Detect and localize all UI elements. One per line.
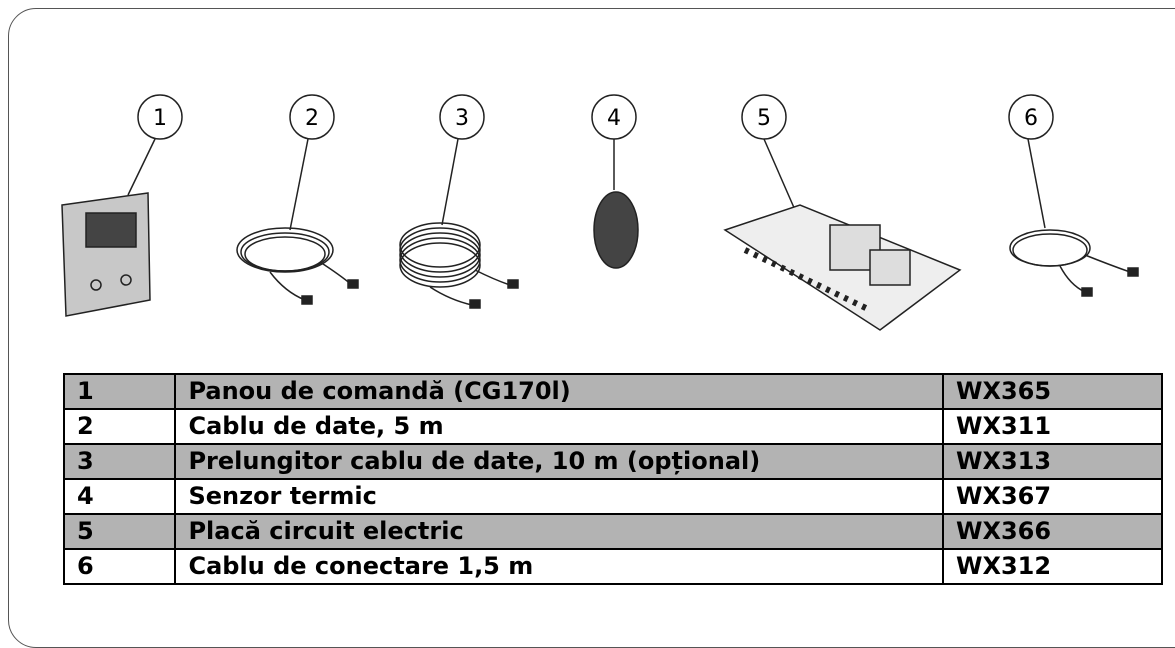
item-code: WX367 [941,478,1164,515]
callout-number: 1 [153,106,167,131]
callout-circle [591,94,637,140]
button [90,279,102,291]
callout-number: 3 [455,106,469,131]
circuit-board [723,204,962,331]
item-number: 5 [62,513,177,550]
control-panel [61,192,151,317]
leader-line [127,138,156,196]
item-description: Cablu de date, 5 m [174,408,944,445]
table-row: 5 Placă circuit electric WX366 [62,513,1164,550]
callout-number: 2 [305,106,319,131]
display [85,212,137,248]
illustrations: 1 2 3 4 5 6 [61,94,1139,331]
item-code: WX366 [941,513,1164,550]
item-number: 4 [62,478,177,515]
table-row: 6 Cablu de conectare 1,5 m WX312 [62,548,1164,585]
table-row: 4 Senzor termic WX367 [62,478,1164,515]
item-description: Cablu de conectare 1,5 m [174,548,944,585]
item-description: Panou de comandă (CG170l) [174,373,944,410]
item-number: 6 [62,548,177,585]
table-row: 2 Cablu de date, 5 m WX311 [62,408,1164,445]
leader-line [289,138,309,231]
table-row: 1 Panou de comandă (CG170l) WX365 [62,373,1164,410]
item-code: WX311 [941,408,1164,445]
callout-circle [289,94,335,140]
callout-number: 5 [757,106,771,131]
item-description: Senzor termic [174,478,944,515]
callout-circle [1008,94,1054,140]
callout-number: 4 [607,106,621,131]
table-row: 3 Prelungitor cablu de date, 10 m (opțion… [62,443,1164,480]
callout-number: 6 [1024,106,1038,131]
button [120,274,132,286]
item-description: Prelungitor cablu de date, 10 m (opționa… [174,443,944,480]
item-number: 3 [62,443,177,480]
cable-coil [1009,229,1139,297]
item-number: 1 [62,373,177,410]
leader-line [1027,138,1046,229]
item-number: 2 [62,408,177,445]
leader-line [441,138,459,226]
item-code: WX312 [941,548,1164,585]
callout-circle [137,94,183,140]
item-code: WX365 [941,373,1164,410]
item-code: WX313 [941,443,1164,480]
parts-table: 1 Panou de comandă (CG170l) WX365 2 Cablu de… [62,373,1164,585]
callout-circle [439,94,485,140]
callout-circle [741,94,787,140]
leader-line [763,138,796,211]
item-description: Placă circuit electric [174,513,944,550]
sensor [593,191,639,269]
cable-coil [399,222,519,309]
cable-coil [236,227,359,305]
